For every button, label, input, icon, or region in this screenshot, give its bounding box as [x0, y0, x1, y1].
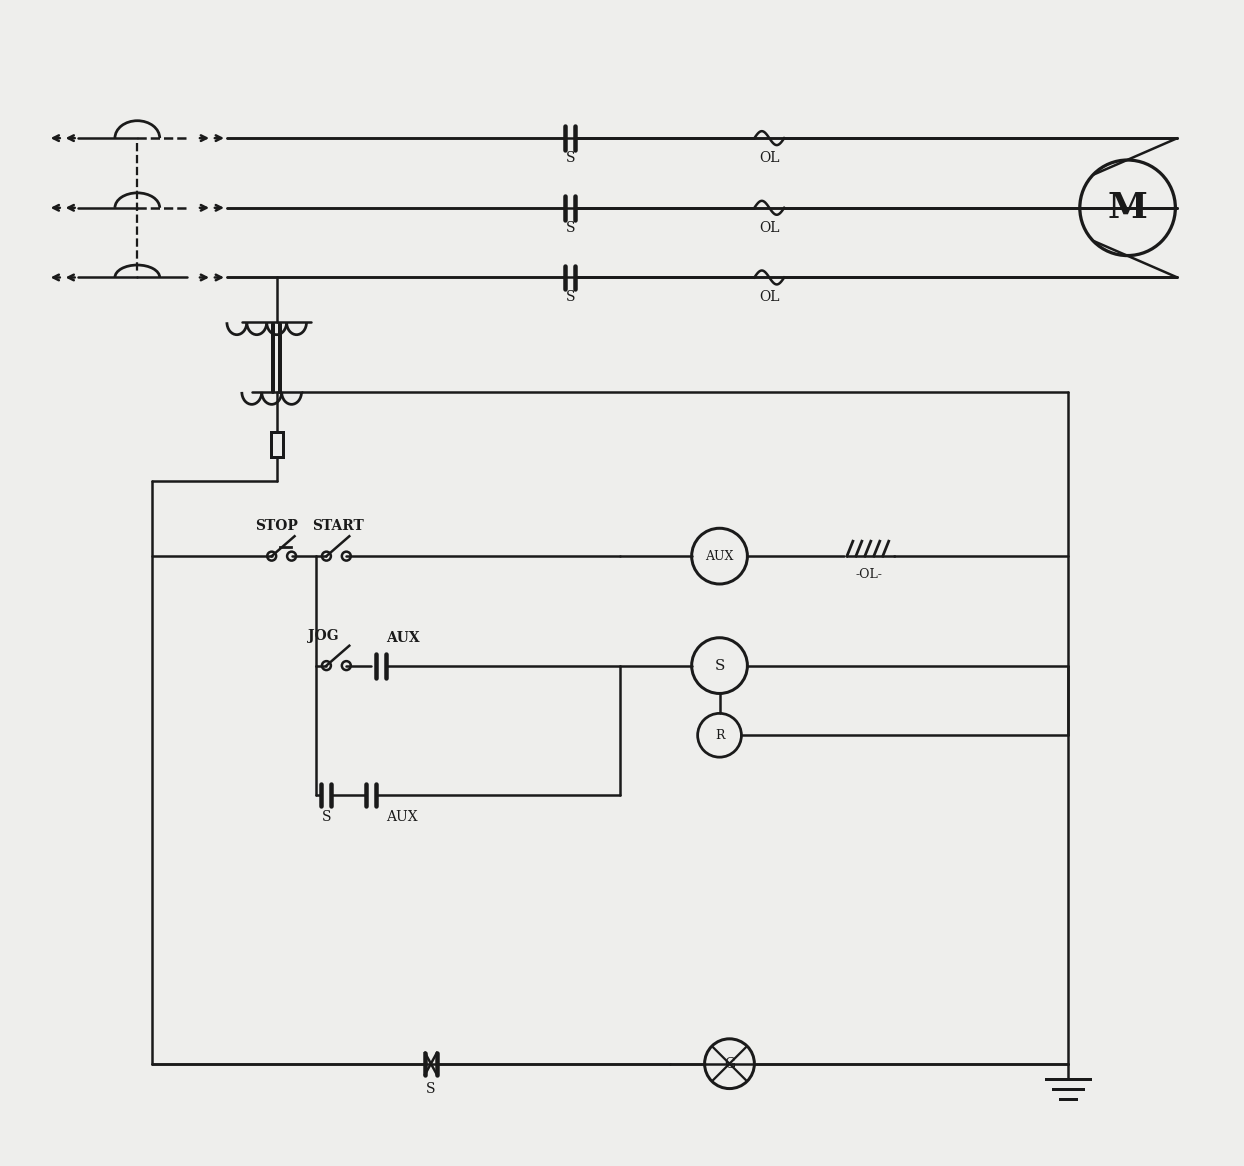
Bar — [271, 431, 282, 457]
Text: JOG: JOG — [309, 628, 338, 642]
Text: AUX: AUX — [386, 810, 418, 824]
Text: G: G — [724, 1056, 735, 1070]
Text: M: M — [1107, 191, 1147, 225]
Text: S: S — [427, 1082, 435, 1096]
Text: OL: OL — [759, 290, 780, 304]
Text: S: S — [566, 290, 575, 304]
Text: START: START — [312, 519, 364, 533]
Text: S: S — [322, 810, 331, 824]
Text: AUX: AUX — [386, 631, 419, 645]
Text: OL: OL — [759, 220, 780, 234]
Text: STOP: STOP — [255, 519, 299, 533]
Text: R: R — [715, 729, 724, 742]
Text: OL: OL — [759, 152, 780, 166]
Text: S: S — [714, 659, 725, 673]
Text: -OL-: -OL- — [856, 568, 882, 581]
Text: S: S — [566, 220, 575, 234]
Text: S: S — [566, 152, 575, 166]
Text: AUX: AUX — [705, 549, 734, 563]
